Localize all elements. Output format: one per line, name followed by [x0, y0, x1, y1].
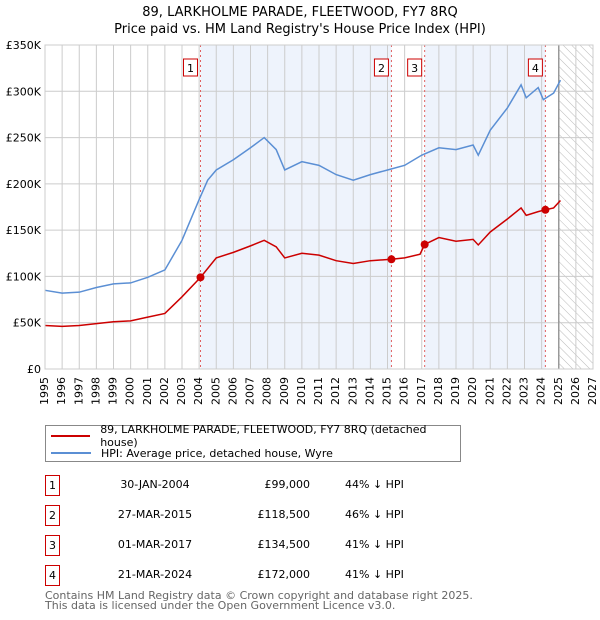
- sale-pct: 41% ↓ HPI: [345, 568, 404, 581]
- footer: Contains HM Land Registry data © Crown c…: [45, 589, 473, 612]
- footer-line: Contains HM Land Registry data © Crown c…: [45, 589, 473, 602]
- x-tick-label: 1999: [107, 377, 120, 405]
- sale-point: [420, 240, 429, 249]
- x-tick-label: 2002: [158, 377, 171, 405]
- sale-date: 21-MAR-2024: [117, 568, 193, 581]
- x-tick-label: 2022: [500, 377, 513, 405]
- sale-row: 3 01-MAR-2017 £134,500 41% ↓ HPI: [45, 535, 465, 556]
- x-tick-label: 2025: [552, 377, 565, 405]
- y-tick-label: £200K: [6, 178, 42, 191]
- x-tick-label: 2003: [175, 377, 188, 405]
- legend-swatch-blue: [51, 452, 91, 454]
- sale-row: 4 21-MAR-2024 £172,000 41% ↓ HPI: [45, 565, 465, 586]
- sale-label: 4: [532, 62, 539, 75]
- sale-label-box: [527, 58, 543, 77]
- sale-price: £134,500: [257, 538, 311, 551]
- sale-row: 1 30-JAN-2004 £99,000 44% ↓ HPI: [45, 475, 465, 496]
- x-tick-label: 2024: [535, 377, 548, 405]
- plot-area: 1995 1996 1997 1998 1999 2000 2001 2002 2003 2004…: [6, 39, 599, 405]
- x-tick-label: 2019: [449, 377, 462, 405]
- y-tick-label: £100K: [6, 270, 42, 283]
- legend-item-property: 89, LARKHOLME PARADE, FLEETWOOD, FY7 8RQ…: [46, 423, 460, 449]
- x-tick-label: 2027: [586, 377, 599, 405]
- x-tick-label: 2000: [124, 377, 137, 405]
- y-tick-label: £50K: [13, 317, 42, 330]
- x-tick-label: 2017: [415, 377, 428, 405]
- legend-swatch-red: [51, 435, 91, 437]
- y-tick-label: £300K: [6, 85, 42, 98]
- x-tick-label: 2008: [261, 377, 274, 405]
- x-tick-label: 2011: [312, 377, 325, 405]
- sale-price: £172,000: [257, 568, 311, 581]
- x-tick-label: 2016: [398, 377, 411, 405]
- y-tick-label: £350K: [6, 39, 42, 52]
- series-line-hpi: [44, 79, 562, 294]
- sale-label-box: [407, 58, 423, 77]
- x-tick-label: 1997: [72, 377, 85, 405]
- x-tick-label: 1996: [55, 377, 68, 405]
- sale-label: 2: [378, 62, 385, 75]
- legend-label: HPI: Average price, detached house, Wyre: [101, 446, 333, 460]
- x-tick-label: 2010: [295, 377, 308, 405]
- x-tick-label: 2006: [226, 377, 239, 405]
- sale-date: 27-MAR-2015: [117, 508, 193, 521]
- x-tick-label: 1998: [89, 377, 102, 405]
- sale-point: [387, 255, 396, 264]
- legend-item-hpi: HPI: Average price, detached house, Wyre: [46, 445, 333, 461]
- sale-date: 30-JAN-2004: [120, 478, 190, 491]
- sale-pct: 44% ↓ HPI: [345, 478, 404, 491]
- y-tick-label: £250K: [6, 132, 42, 145]
- sale-num: 1: [45, 475, 60, 496]
- sale-point: [541, 205, 550, 214]
- sale-label-box: [182, 58, 198, 77]
- legend-label: 89, LARKHOLME PARADE, FLEETWOOD, FY7 8RQ…: [100, 423, 427, 449]
- sale-num: 3: [45, 535, 60, 556]
- sale-date: 01-MAR-2017: [117, 538, 193, 551]
- x-tick-label: 2001: [141, 377, 154, 405]
- sale-label: 3: [411, 62, 418, 75]
- y-tick-label: £0: [27, 363, 41, 376]
- sale-price: £99,000: [264, 478, 311, 491]
- x-tick-label: 2012: [329, 377, 342, 405]
- x-tick-label: 2023: [518, 377, 531, 405]
- sale-price: £118,500: [257, 508, 311, 521]
- x-tick-label: 2015: [381, 377, 394, 405]
- sale-num: 4: [45, 565, 60, 586]
- chart-title: 89, LARKHOLME PARADE, FLEETWOOD, FY7 8RQ: [142, 5, 458, 20]
- x-tick-label: 2013: [346, 377, 359, 405]
- footer-line: This data is licensed under the Open Gov…: [45, 599, 396, 612]
- chart-subtitle: Price paid vs. HM Land Registry's House …: [114, 22, 486, 37]
- x-tick-label: 2020: [466, 377, 479, 405]
- sale-row: 2 27-MAR-2015 £118,500 46% ↓ HPI: [45, 505, 465, 526]
- y-tick-label: £150K: [6, 224, 42, 237]
- x-tick-label: 2021: [483, 377, 496, 405]
- sale-pct: 46% ↓ HPI: [345, 508, 404, 521]
- sale-label: 1: [187, 62, 194, 75]
- sale-point: [196, 273, 205, 282]
- legend: 89, LARKHOLME PARADE, FLEETWOOD, FY7 8RQ…: [45, 423, 461, 462]
- x-tick-label: 2004: [192, 377, 205, 405]
- x-tick-label: 1995: [38, 377, 51, 405]
- plot-border: [44, 44, 594, 370]
- shaded-period: [424, 45, 546, 369]
- x-tick-label: 2026: [569, 377, 582, 405]
- x-tick-label: 2009: [278, 377, 291, 405]
- x-tick-label: 2005: [209, 377, 222, 405]
- x-tick-label: 2014: [363, 377, 376, 405]
- sale-label-box: [373, 58, 389, 77]
- sale-pct: 41% ↓ HPI: [345, 538, 404, 551]
- x-tick-label: 2007: [244, 377, 257, 405]
- series-line-property: [44, 200, 562, 328]
- x-tick-label: 2018: [432, 377, 445, 405]
- sale-num: 2: [45, 505, 60, 526]
- shaded-period: [200, 45, 392, 369]
